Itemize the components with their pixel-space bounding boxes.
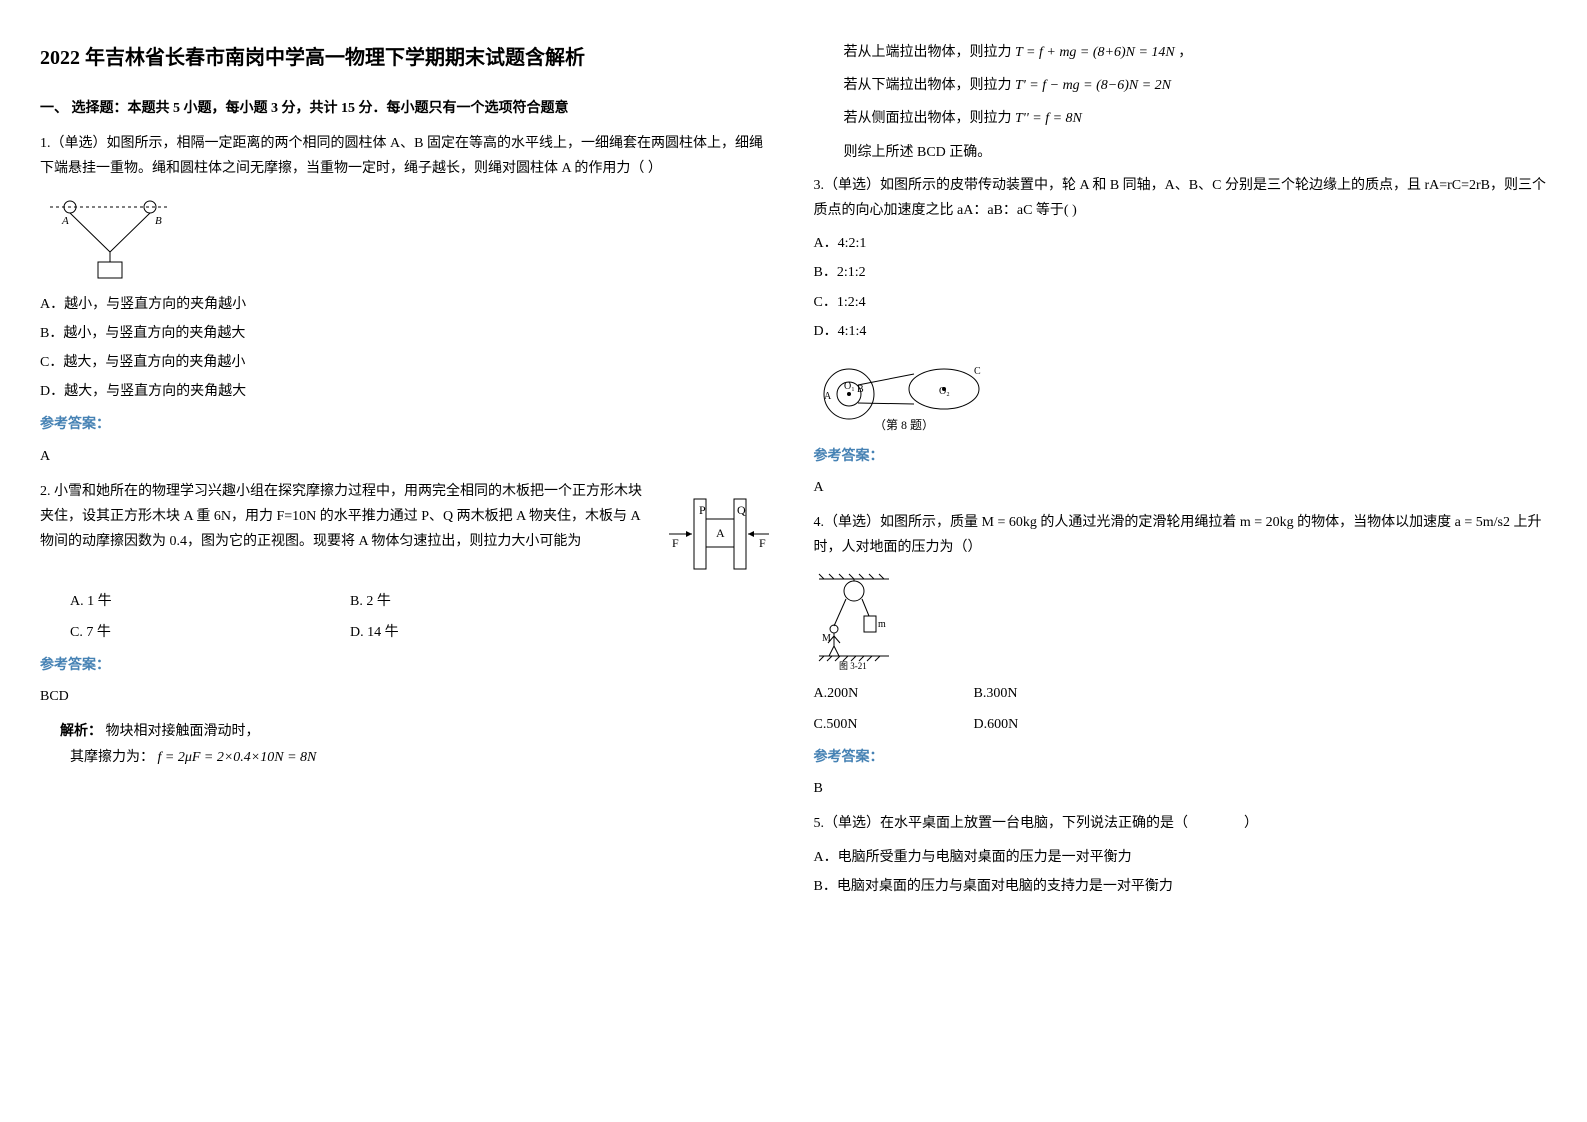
q1-opt-c: C．越大，与竖直方向的夹角越小: [40, 350, 774, 375]
q1-opt-b: B．越小，与竖直方向的夹角越大: [40, 321, 774, 346]
q3-answer-label: 参考答案：: [814, 444, 1548, 469]
q1-diagram: A B: [40, 192, 774, 282]
svg-text:P: P: [699, 503, 706, 517]
svg-text:M: M: [822, 633, 831, 644]
q4-opt-a: A.200N: [814, 681, 914, 706]
question-1: 1.（单选）如图所示，相隔一定距离的两个相同的圆柱体 A、B 固定在等高的水平线…: [40, 131, 774, 469]
q2-opt-b: B. 2 牛: [350, 589, 450, 614]
q2sol-suffix1: ，: [1178, 45, 1192, 60]
q3-opt-d: D．4:1:4: [814, 319, 1548, 344]
q2sol-line2: 若从下端拉出物体，则拉力 T' = f − mg = (8−6)N = 2N: [844, 73, 1548, 98]
q4-options: A.200N B.300N C.500N D.600N: [814, 681, 1548, 737]
svg-text:m: m: [878, 619, 886, 630]
q5-text: 5.（单选）在水平桌面上放置一台电脑，下列说法正确的是（ ）: [814, 811, 1548, 836]
q2-solution-text: 物块相对接触面滑动时，: [106, 724, 260, 739]
q2-opt-c: C. 7 牛: [70, 620, 170, 645]
q1-opt-a: A．越小，与竖直方向的夹角越小: [40, 292, 774, 317]
q4-answer: B: [814, 776, 1548, 801]
question-4: 4.（单选）如图所示，质量 M = 60kg 的人通过光滑的定滑轮用绳拉着 m …: [814, 510, 1548, 801]
q2-row2: C. 7 牛 D. 14 牛: [70, 620, 774, 645]
q2sol-line1: 若从上端拉出物体，则拉力 T = f + mg = (8+6)N = 14N ，: [844, 40, 1548, 65]
q3-opt-c: C．1:2:4: [814, 290, 1548, 315]
q2sol-formula2: T' = f − mg = (8−6)N = 2N: [1015, 78, 1171, 93]
question-5: 5.（单选）在水平桌面上放置一台电脑，下列说法正确的是（ ） A．电脑所受重力与…: [814, 811, 1548, 899]
q3-opt-b: B．2:1:2: [814, 260, 1548, 285]
svg-text:F: F: [759, 536, 766, 550]
left-column: 2022 年吉林省长春市南岗中学高一物理下学期期末试题含解析 一、 选择题：本题…: [40, 40, 774, 909]
q1-options: A．越小，与竖直方向的夹角越小 B．越小，与竖直方向的夹角越大 C．越大，与竖直…: [40, 292, 774, 405]
q2sol-line2-text: 若从下端拉出物体，则拉力: [844, 78, 1012, 93]
q2-friction: 其摩擦力为： f = 2μF = 2×0.4×10N = 8N: [70, 745, 774, 770]
q2sol-formula1: T = f + mg = (8+6)N = 14N: [1015, 45, 1175, 60]
q2-solution-line: 解析： 物块相对接触面滑动时，: [40, 719, 774, 744]
question-2: 2. 小雪和她所在的物理学习兴趣小组在探究摩擦力过程中，用两完全相同的木板把一个…: [40, 479, 774, 770]
q2-friction-formula: f = 2μF = 2×0.4×10N = 8N: [158, 750, 317, 765]
q3-text: 3.（单选）如图所示的皮带传动装置中，轮 A 和 B 同轴，A、B、C 分别是三…: [814, 173, 1548, 223]
q4-opt-b: B.300N: [974, 681, 1074, 706]
svg-text:A: A: [824, 391, 832, 402]
q3-answer: A: [814, 475, 1548, 500]
q2-container: 2. 小雪和她所在的物理学习兴趣小组在探究摩擦力过程中，用两完全相同的木板把一个…: [40, 479, 774, 589]
q2-diagram: P Q A F F: [664, 489, 774, 579]
q2-text: 2. 小雪和她所在的物理学习兴趣小组在探究摩擦力过程中，用两完全相同的木板把一个…: [40, 479, 654, 555]
q2sol-line1-text: 若从上端拉出物体，则拉力: [844, 45, 1012, 60]
q3-fig-label: （第 8 题）: [874, 418, 934, 432]
q2sol-line3-text: 若从侧面拉出物体，则拉力: [844, 111, 1012, 126]
svg-text:Q: Q: [737, 503, 746, 517]
q3-options: A．4:2:1 B．2:1:2 C．1:2:4 D．4:1:4: [814, 231, 1548, 344]
q4-text: 4.（单选）如图所示，质量 M = 60kg 的人通过光滑的定滑轮用绳拉着 m …: [814, 510, 1548, 560]
q2sol-line3: 若从侧面拉出物体，则拉力 T'' = f = 8N: [844, 106, 1548, 131]
svg-text:B: B: [857, 384, 864, 395]
page-title: 2022 年吉林省长春市南岗中学高一物理下学期期末试题含解析: [40, 40, 774, 76]
q2-friction-text: 其摩擦力为：: [70, 750, 154, 765]
q2-row1: A. 1 牛 B. 2 牛: [70, 589, 774, 614]
right-column: 若从上端拉出物体，则拉力 T = f + mg = (8+6)N = 14N ，…: [814, 40, 1548, 909]
q3-opt-a: A．4:2:1: [814, 231, 1548, 256]
q1-text: 1.（单选）如图所示，相隔一定距离的两个相同的圆柱体 A、B 固定在等高的水平线…: [40, 131, 774, 181]
q4-row1: A.200N B.300N: [814, 681, 1548, 706]
q3-diagram: O₁ A B O₂ C （第 8 题）: [814, 354, 1548, 434]
svg-text:A: A: [716, 526, 725, 540]
svg-text:O₂: O₂: [939, 386, 950, 397]
svg-text:C: C: [974, 366, 981, 377]
q5-opt-a: A．电脑所受重力与电脑对桌面的压力是一对平衡力: [814, 845, 1548, 870]
q4-opt-d: D.600N: [974, 712, 1074, 737]
q2sol-formula3: T'' = f = 8N: [1015, 111, 1082, 126]
svg-text:F: F: [672, 536, 679, 550]
q1-opt-d: D．越大，与竖直方向的夹角越大: [40, 379, 774, 404]
q4-diagram: M m 图 3-21: [814, 571, 1548, 671]
q4-answer-label: 参考答案：: [814, 745, 1548, 770]
q1-answer-label: 参考答案：: [40, 412, 774, 437]
q2-answer-label: 参考答案：: [40, 653, 774, 678]
q4-row2: C.500N D.600N: [814, 712, 1548, 737]
q2-solution-label: 解析：: [60, 724, 102, 739]
q2sol-conclusion: 则综上所述 BCD 正确。: [844, 140, 1548, 165]
q2-opt-a: A. 1 牛: [70, 589, 170, 614]
q5-options: A．电脑所受重力与电脑对桌面的压力是一对平衡力 B．电脑对桌面的压力与桌面对电脑…: [814, 845, 1548, 899]
svg-text:A: A: [61, 215, 69, 227]
section-header: 一、 选择题：本题共 5 小题，每小题 3 分，共计 15 分．每小题只有一个选…: [40, 96, 774, 121]
q5-opt-b: B．电脑对桌面的压力与桌面对电脑的支持力是一对平衡力: [814, 874, 1548, 899]
q1-answer: A: [40, 444, 774, 469]
q2-options: A. 1 牛 B. 2 牛 C. 7 牛 D. 14 牛: [70, 589, 774, 645]
q2-opt-d: D. 14 牛: [350, 620, 450, 645]
svg-text:B: B: [155, 215, 162, 227]
q4-opt-c: C.500N: [814, 712, 914, 737]
svg-text:O₁: O₁: [844, 381, 855, 392]
question-3: 3.（单选）如图所示的皮带传动装置中，轮 A 和 B 同轴，A、B、C 分别是三…: [814, 173, 1548, 501]
q4-fig-label: 图 3-21: [839, 661, 867, 671]
q2-answer: BCD: [40, 684, 774, 709]
